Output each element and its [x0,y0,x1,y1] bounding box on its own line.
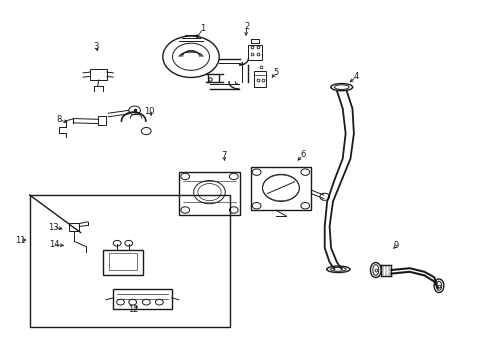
Text: 6: 6 [300,150,305,159]
Text: 2: 2 [244,22,249,31]
Bar [113,289,171,309]
Bar [102,249,143,275]
Text: 10: 10 [144,107,155,116]
Bar [69,223,79,231]
Text: 1: 1 [200,24,205,33]
Bar [98,116,106,125]
Bar [109,253,136,270]
Text: 7: 7 [221,151,226,160]
Bar [250,167,310,210]
Bar [30,195,229,327]
Text: 4: 4 [353,72,358,81]
Bar [247,45,261,60]
Text: 9: 9 [393,240,398,249]
Text: 5: 5 [273,68,278,77]
Text: 3: 3 [93,41,99,50]
Bar [254,71,266,87]
Text: 14: 14 [48,240,59,249]
Text: 8: 8 [56,116,61,125]
Bar [179,172,239,215]
Text: 13: 13 [48,222,59,231]
Text: 11: 11 [15,235,25,244]
Bar [90,69,107,80]
Text: 12: 12 [128,305,139,314]
